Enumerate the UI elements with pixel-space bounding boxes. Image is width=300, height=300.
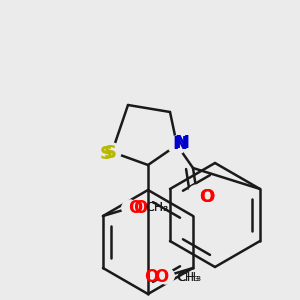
Text: O: O [128, 199, 142, 217]
Text: CH₃: CH₃ [145, 202, 168, 214]
Text: CH₃: CH₃ [176, 271, 199, 284]
Text: CH₃: CH₃ [158, 271, 201, 284]
Circle shape [103, 143, 121, 161]
Circle shape [168, 136, 186, 154]
Text: O: O [144, 268, 158, 286]
Text: O: O [200, 188, 214, 206]
Text: O: O [154, 268, 168, 286]
Circle shape [158, 268, 174, 284]
Text: CH₃: CH₃ [145, 202, 168, 214]
Circle shape [188, 185, 206, 203]
Text: S: S [100, 145, 112, 163]
Text: O: O [200, 188, 214, 206]
Text: O: O [133, 199, 147, 217]
Text: S: S [103, 144, 116, 162]
Text: N: N [172, 135, 188, 153]
Circle shape [122, 200, 138, 216]
Text: N: N [175, 134, 190, 152]
